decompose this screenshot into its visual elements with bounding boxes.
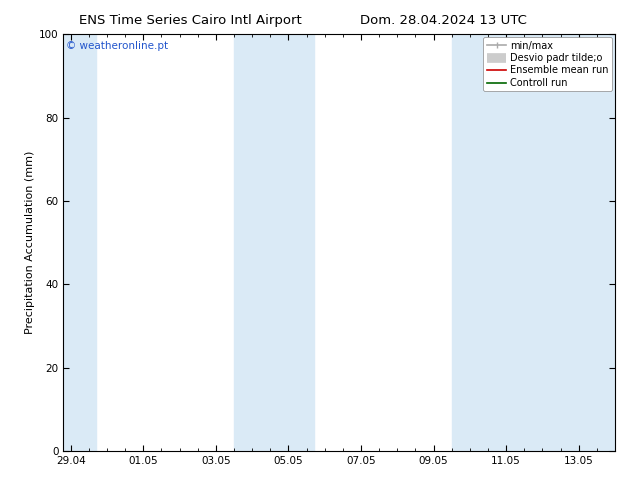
Text: © weatheronline.pt: © weatheronline.pt: [66, 41, 168, 50]
Y-axis label: Precipitation Accumulation (mm): Precipitation Accumulation (mm): [25, 151, 35, 334]
Text: Dom. 28.04.2024 13 UTC: Dom. 28.04.2024 13 UTC: [360, 14, 527, 27]
Bar: [234, 34, 314, 451]
Bar: [63, 34, 96, 451]
Legend: min/max, Desvio padr tilde;o, Ensemble mean run, Controll run: min/max, Desvio padr tilde;o, Ensemble m…: [483, 37, 612, 91]
Bar: [451, 34, 615, 451]
Text: ENS Time Series Cairo Intl Airport: ENS Time Series Cairo Intl Airport: [79, 14, 302, 27]
